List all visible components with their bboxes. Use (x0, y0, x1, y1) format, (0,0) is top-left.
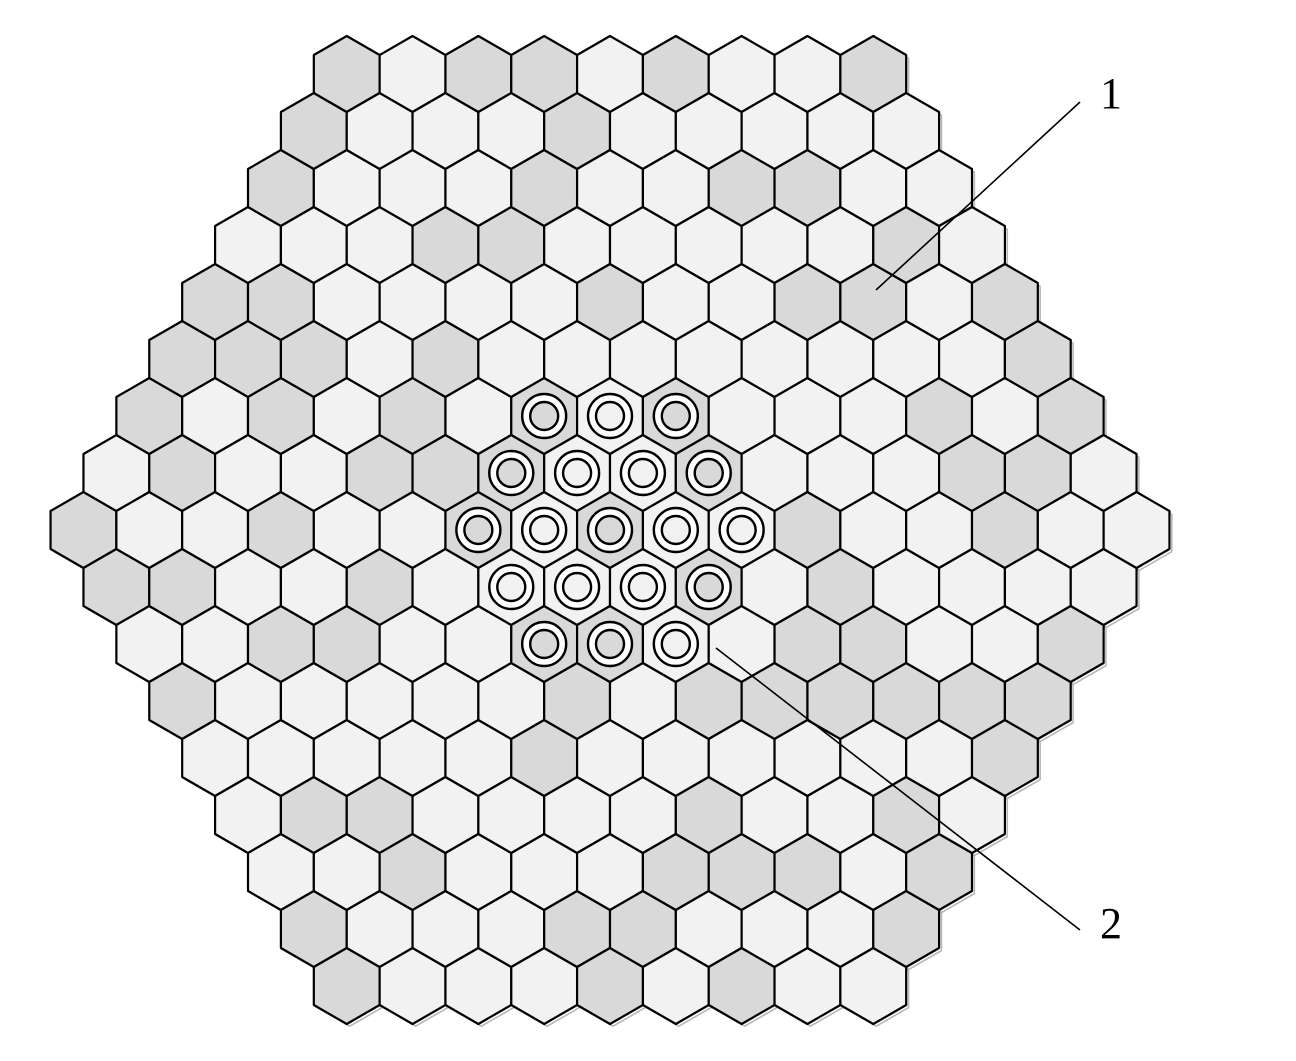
core-ring-inner (563, 459, 591, 487)
core-ring-inner (596, 516, 624, 544)
callout-label-1: 1 (1100, 68, 1122, 119)
core-ring-inner (530, 516, 558, 544)
core-ring-inner (530, 630, 558, 658)
core-ring-inner (662, 630, 690, 658)
core-ring-inner (596, 402, 624, 430)
core-ring-inner (629, 459, 657, 487)
diagram-stage: 12 (0, 0, 1296, 1061)
core-ring-inner (695, 459, 723, 487)
core-ring-inner (662, 516, 690, 544)
core-ring-inner (662, 402, 690, 430)
core-ring-inner (497, 459, 525, 487)
core-ring-inner (728, 516, 756, 544)
core-ring-inner (695, 573, 723, 601)
core-ring-inner (629, 573, 657, 601)
callout-label-2: 2 (1100, 898, 1122, 949)
core-ring-inner (563, 573, 591, 601)
core-ring-inner (530, 402, 558, 430)
core-ring-inner (464, 516, 492, 544)
core-ring-inner (596, 630, 624, 658)
core-ring-inner (497, 573, 525, 601)
